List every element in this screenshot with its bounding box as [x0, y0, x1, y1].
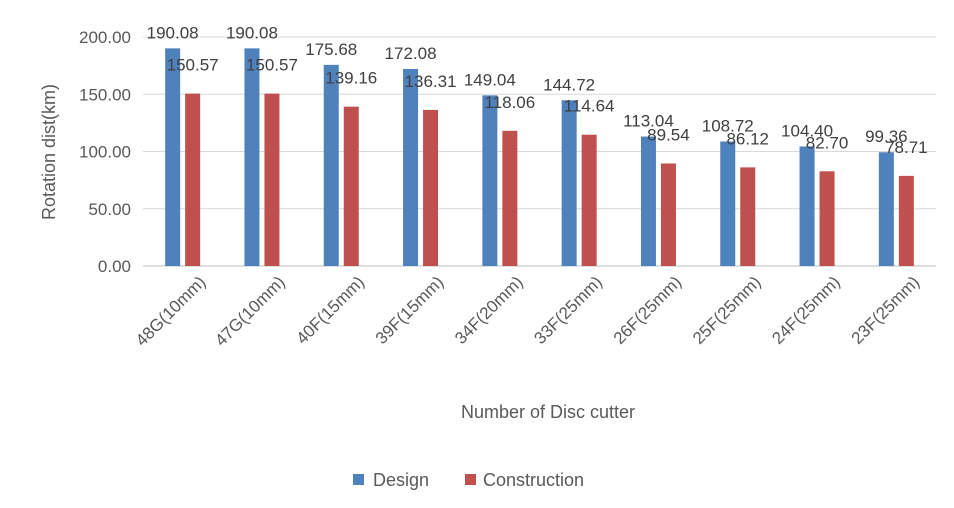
bar-design [878, 152, 894, 266]
data-label-design: 190.08 [147, 23, 199, 42]
bar-design [165, 48, 181, 266]
x-tick-label: 47G(10mm) [211, 272, 289, 350]
data-label-design: 149.04 [464, 70, 516, 89]
data-label-design: 99.36 [865, 127, 908, 146]
data-label-construction: 136.31 [405, 72, 457, 91]
legend-swatch-design [353, 474, 364, 485]
x-axis-ticks: 48G(10mm) 47G(10mm) 40F(15mm) 39F(15mm) 34F(… [132, 272, 923, 350]
y-tick-label: 0.00 [98, 257, 131, 276]
data-label-design: 190.08 [226, 23, 278, 42]
data-label-construction: 150.57 [246, 56, 298, 75]
data-label-design: 175.68 [305, 40, 357, 59]
data-label-construction: 89.54 [647, 125, 690, 144]
data-labels: 190.08 150.57 190.08 150.57 175.68 139.16 172.… [147, 23, 928, 157]
bar-construction [264, 93, 280, 266]
legend-swatch-construction [465, 474, 476, 485]
bars [165, 48, 914, 267]
data-label-construction: 139.16 [325, 69, 377, 88]
x-tick-label: 33F(25mm) [530, 272, 606, 348]
y-tick-label: 200.00 [79, 28, 131, 47]
x-tick-label: 23F(25mm) [848, 272, 924, 348]
bar-design [403, 68, 419, 266]
data-label-design: 172.08 [385, 44, 437, 63]
y-tick-label: 150.00 [79, 85, 131, 104]
bar-design [640, 136, 656, 266]
data-label-construction: 86.12 [726, 129, 769, 148]
bar-design [323, 64, 339, 266]
bar-construction [740, 167, 756, 266]
bar-design [561, 100, 577, 267]
legend-label-construction: Construction [483, 470, 584, 490]
x-tick-label: 24F(25mm) [768, 272, 844, 348]
legend: Design Construction [353, 470, 584, 490]
bar-construction [185, 93, 201, 266]
data-label-design: 144.72 [543, 75, 595, 94]
x-tick-label: 40F(15mm) [293, 272, 369, 348]
y-tick-label: 50.00 [88, 200, 131, 219]
bar-construction [898, 175, 914, 266]
data-label-design: 108.72 [702, 117, 754, 136]
bar-construction [343, 106, 359, 266]
data-label-design: 104.40 [781, 121, 833, 140]
data-label-construction: 118.06 [484, 93, 535, 112]
legend-label-design: Design [373, 470, 429, 490]
x-axis-title: Number of Disc cutter [461, 402, 635, 422]
data-label-construction: 78.71 [885, 138, 928, 157]
x-tick-label: 39F(15mm) [372, 272, 448, 348]
x-tick-label: 25F(25mm) [689, 272, 765, 348]
bar-design [799, 146, 815, 266]
bar-construction [660, 163, 676, 266]
data-label-construction: 82.70 [806, 133, 849, 152]
data-label-construction: 150.57 [167, 56, 219, 75]
bar-construction [581, 134, 597, 266]
x-tick-label: 26F(25mm) [610, 272, 686, 348]
bar-construction [819, 171, 835, 266]
y-tick-label: 100.00 [79, 143, 131, 162]
y-axis-title: Rotation dist(km) [39, 84, 59, 220]
bar-design [720, 141, 736, 266]
x-tick-label: 48G(10mm) [132, 272, 210, 350]
x-tick-label: 34F(20mm) [451, 272, 527, 348]
data-label-design: 113.04 [623, 112, 674, 131]
data-label-construction: 114.64 [564, 97, 615, 116]
bar-construction [423, 109, 439, 266]
bar-design [482, 95, 498, 266]
bar-design [244, 48, 260, 266]
y-axis-ticks: 0.00 50.00 100.00 150.00 200.00 [79, 28, 131, 276]
bar-construction [502, 130, 518, 266]
